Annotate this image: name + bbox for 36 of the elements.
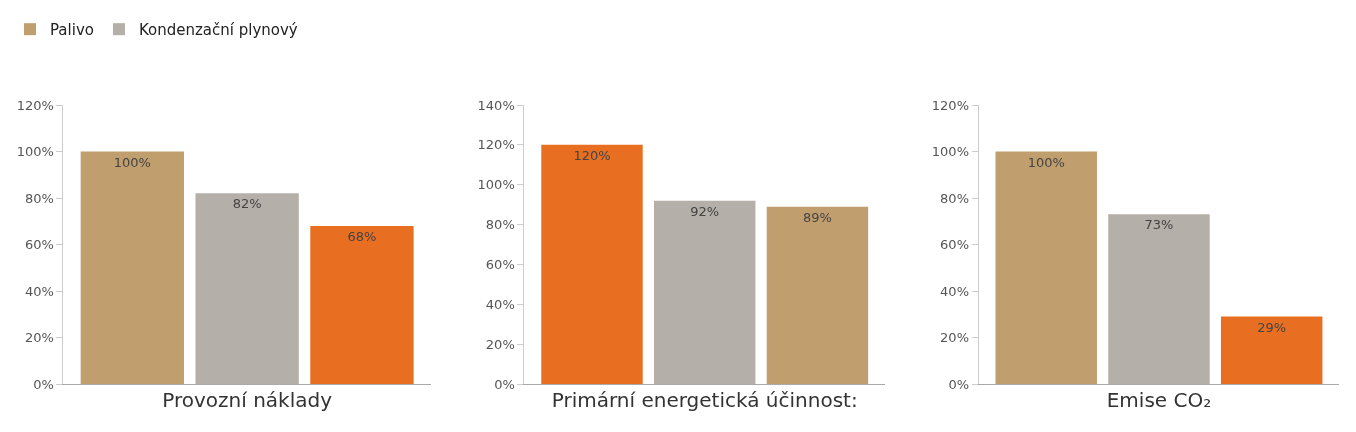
data-label: 82% xyxy=(232,196,262,212)
y-tick-label: 0% xyxy=(494,376,515,392)
y-tick-label: 60% xyxy=(24,237,54,253)
legend-label: Palivo xyxy=(50,21,94,40)
y-tick-label: 0% xyxy=(948,376,969,392)
data-label: 89% xyxy=(802,209,832,225)
y-tick-label: 40% xyxy=(940,283,969,299)
y-tick-label: 120% xyxy=(931,97,969,113)
y-tick-label: 120% xyxy=(477,137,515,153)
y-tick-label: 80% xyxy=(485,217,515,233)
x-axis-title: Provozní náklady xyxy=(162,387,333,412)
y-tick-label: 120% xyxy=(16,97,54,113)
x-axis-title: Primární energetická účinnost: xyxy=(551,387,858,412)
y-tick-label: 140% xyxy=(477,97,515,113)
y-tick-label: 0% xyxy=(33,376,54,392)
y-tick-label: 20% xyxy=(940,330,969,346)
x-axis-title: Emise CO₂ xyxy=(1106,387,1212,412)
legend-label: Kondenzační plynový xyxy=(138,21,298,40)
y-tick-label: 60% xyxy=(485,256,515,272)
y-tick-label: 20% xyxy=(485,336,515,352)
data-label: 100% xyxy=(1027,154,1065,170)
data-label: 92% xyxy=(690,203,720,219)
data-label: 29% xyxy=(1257,319,1287,335)
y-tick-label: 40% xyxy=(24,283,54,299)
data-label: 120% xyxy=(573,147,611,163)
data-label: 68% xyxy=(347,228,377,244)
y-tick-label: 80% xyxy=(940,190,969,206)
y-tick-label: 80% xyxy=(24,190,54,206)
y-tick-label: 100% xyxy=(931,144,969,160)
y-tick-label: 60% xyxy=(940,237,969,253)
y-tick-label: 100% xyxy=(477,177,515,193)
y-tick-label: 100% xyxy=(16,144,54,160)
y-tick-label: 20% xyxy=(24,330,54,346)
data-label: 73% xyxy=(1144,217,1174,233)
y-tick-label: 40% xyxy=(485,296,515,312)
data-label: 100% xyxy=(113,154,151,170)
